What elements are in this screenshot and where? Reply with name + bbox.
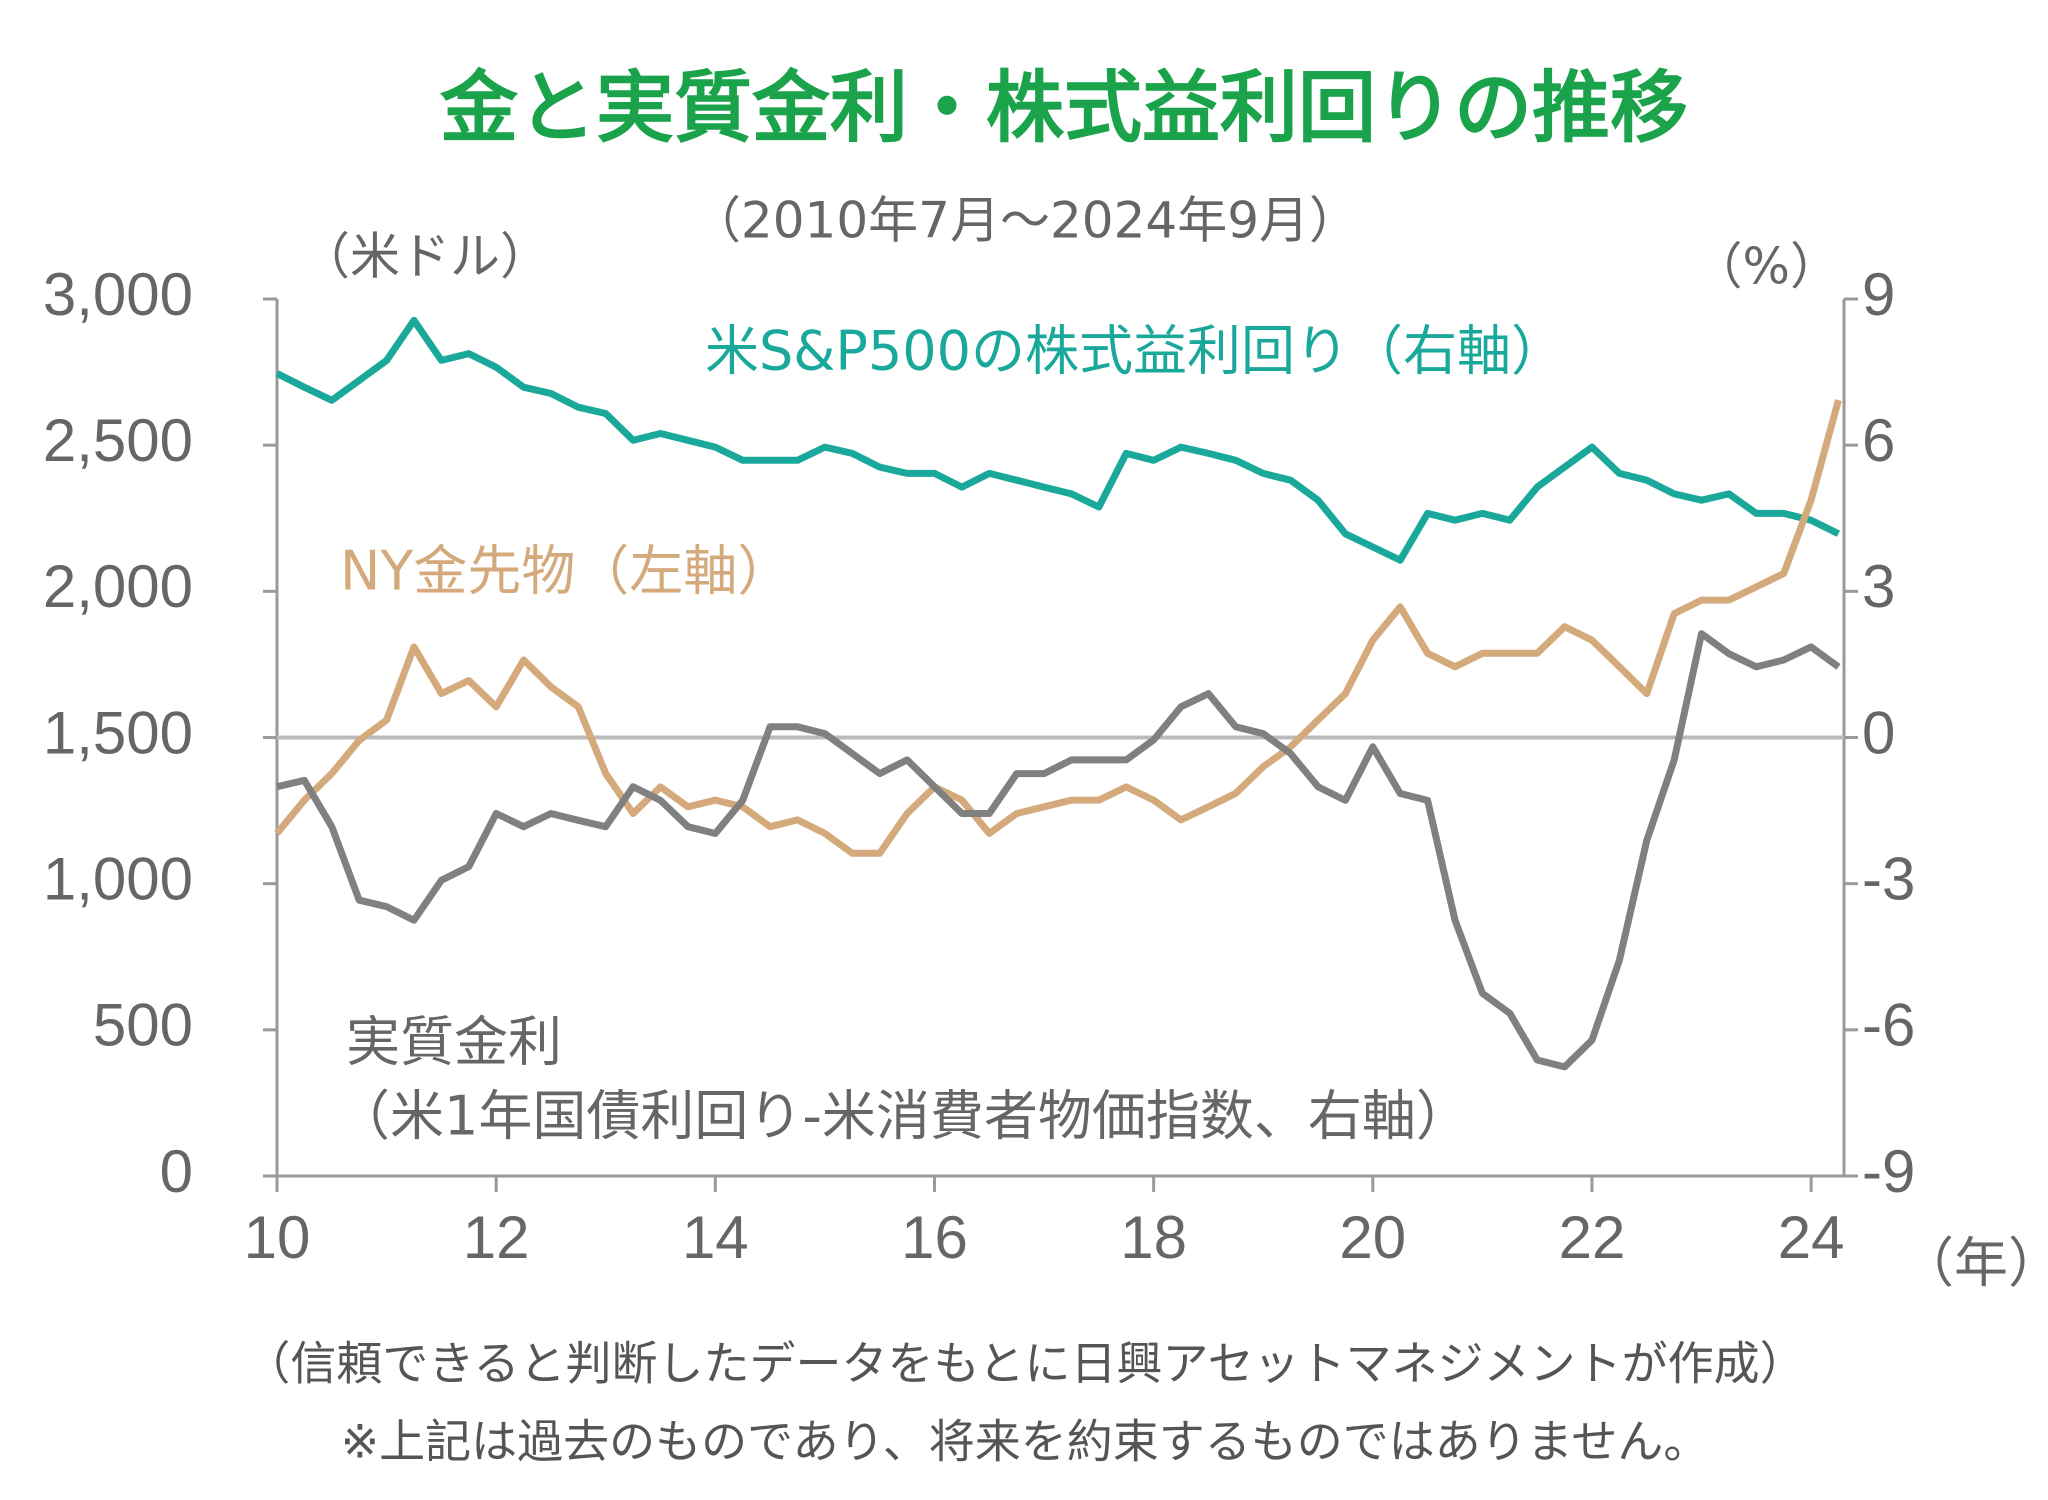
series-line (275, 316, 1841, 564)
x-tick-label: 12 (463, 1204, 530, 1271)
x-tick-label: 10 (244, 1204, 311, 1271)
y2-tick-label: -6 (1862, 992, 1915, 1059)
y2-tick-label: -3 (1862, 846, 1915, 913)
chart-title: 金と実質金利・株式益利回りの推移 (439, 63, 1688, 153)
y2-tick-label: 3 (1862, 553, 1895, 620)
y2-axis-unit: （%） (1692, 238, 1840, 296)
series-label: NY金先物（左軸） (340, 540, 791, 603)
y-tick-label: 1,500 (43, 699, 193, 766)
y-tick-label: 2,500 (43, 407, 193, 474)
x-tick-label: 20 (1339, 1204, 1406, 1271)
x-tick-label: 14 (682, 1204, 749, 1271)
y2-tick-label: 0 (1862, 699, 1895, 766)
series-label: 実質金利 (346, 1011, 562, 1074)
series-line (274, 399, 1842, 857)
y-tick-label: 3,000 (43, 261, 193, 328)
annotation: （米1年国債利回り-米消費者物価指数、右軸） (336, 1085, 1470, 1148)
x-axis-unit: （年） (1900, 1232, 2048, 1295)
y-tick-label: 2,000 (43, 553, 193, 620)
footnote: （信頼できると判断したデータをもとに日興アセットマネジメントが作成） (244, 1337, 1805, 1391)
footnote: ※上記は過去のものであり、将来を約束するものではありません。 (341, 1415, 1710, 1469)
x-tick-label: 18 (1120, 1204, 1187, 1271)
chart-subtitle: （2010年7月～2024年9月） (691, 192, 1359, 250)
y-tick-label: 500 (93, 992, 193, 1059)
y-tick-label: 0 (160, 1138, 193, 1205)
y2-tick-label: -9 (1862, 1138, 1915, 1205)
y-axis-unit: （米ドル） (300, 228, 550, 286)
series-label: 米S&P500の株式益利回り（右軸） (705, 320, 1565, 383)
y2-tick-label: 6 (1862, 407, 1895, 474)
x-tick-label: 24 (1778, 1204, 1845, 1271)
y2-tick-label: 9 (1862, 261, 1895, 328)
series-line (276, 630, 1841, 1071)
y-tick-label: 1,000 (43, 846, 193, 913)
x-tick-label: 16 (901, 1204, 968, 1271)
x-tick-label: 22 (1559, 1204, 1626, 1271)
